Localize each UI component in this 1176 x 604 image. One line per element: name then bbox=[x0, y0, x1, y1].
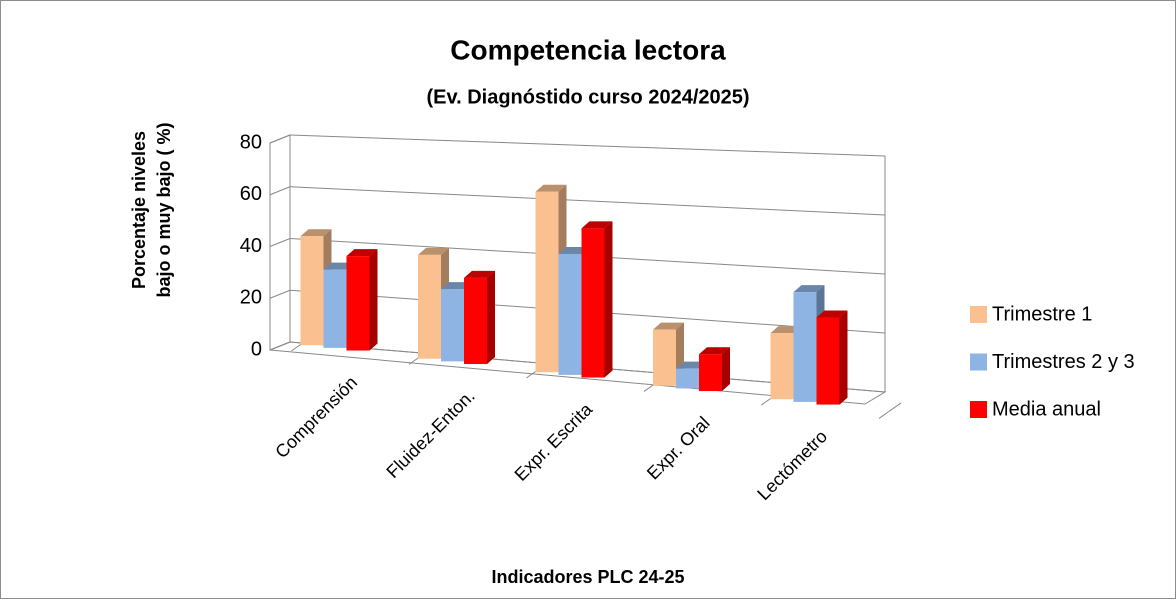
bar-top bbox=[418, 247, 449, 255]
y-axis-label: Porcentaje niveles bajo o muy bajo ( %) bbox=[129, 122, 174, 297]
bar-front bbox=[346, 256, 370, 351]
legend-swatch bbox=[970, 401, 987, 418]
legend-label: Media anual bbox=[992, 398, 1101, 420]
y-tick-label: 60 bbox=[240, 183, 262, 205]
bar-top-shade bbox=[535, 184, 567, 192]
bar bbox=[464, 270, 495, 365]
bar-side-shade bbox=[722, 347, 730, 392]
bar-side-shade bbox=[369, 249, 378, 351]
bar-top-shade bbox=[464, 270, 495, 278]
grid-line bbox=[289, 134, 886, 157]
bar-top bbox=[346, 249, 378, 257]
chart-title: Competencia lectora bbox=[450, 34, 726, 65]
legend-label: Trimestre 1 bbox=[992, 303, 1092, 325]
bar-front bbox=[323, 269, 347, 348]
bar-top-shade bbox=[346, 249, 378, 257]
y-tick-label: 40 bbox=[240, 235, 262, 257]
bar-top bbox=[653, 322, 684, 330]
y-tick-label: 0 bbox=[251, 338, 262, 360]
bar-front bbox=[770, 333, 794, 400]
bar-front bbox=[699, 354, 722, 392]
bar-side bbox=[369, 249, 378, 351]
bar-side bbox=[487, 270, 495, 365]
bar-side bbox=[722, 347, 730, 392]
bar-side-shade bbox=[604, 221, 613, 378]
legend-swatch bbox=[970, 306, 987, 323]
bar-top-shade bbox=[300, 229, 332, 237]
grid-line-side bbox=[269, 238, 291, 247]
bar-top bbox=[464, 270, 495, 278]
bar bbox=[581, 221, 613, 378]
bar-side-shade bbox=[487, 270, 495, 365]
bar-front bbox=[558, 253, 582, 375]
bar-top bbox=[793, 285, 825, 293]
bar-side-shade bbox=[839, 310, 848, 405]
y-axis-label-line: Porcentaje niveles bbox=[129, 131, 149, 289]
bar-top-shade bbox=[816, 310, 848, 318]
bar-front bbox=[441, 289, 464, 362]
bar-top-shade bbox=[793, 285, 825, 293]
floor-divider bbox=[878, 402, 902, 419]
bar-front bbox=[653, 329, 676, 386]
grid-line-side bbox=[269, 186, 291, 196]
legend-swatch bbox=[970, 353, 987, 371]
grid-line-side bbox=[269, 289, 291, 299]
bar-top-shade bbox=[699, 347, 730, 355]
bar bbox=[699, 347, 730, 392]
bar-front bbox=[300, 236, 324, 346]
bar-front bbox=[676, 368, 699, 389]
bar-top bbox=[535, 184, 567, 192]
grid-line-side bbox=[269, 134, 291, 144]
bar-top bbox=[581, 221, 613, 229]
x-axis-label: Indicadores PLC 24-25 bbox=[491, 567, 684, 587]
bar-front bbox=[816, 317, 840, 405]
grid-line-side bbox=[269, 341, 291, 351]
bar-front bbox=[535, 191, 559, 373]
chart-subtitle: (Ev. Diagnóstido curso 2024/2025) bbox=[426, 86, 749, 108]
legend-label: Trimestres 2 y 3 bbox=[992, 351, 1135, 373]
bar-top bbox=[816, 310, 848, 318]
bar-top bbox=[300, 229, 332, 237]
bar-front bbox=[581, 228, 605, 378]
bar-front bbox=[418, 254, 441, 359]
bar-side bbox=[604, 221, 613, 378]
y-tick-label: 80 bbox=[240, 131, 262, 153]
bar bbox=[346, 249, 378, 351]
bar-front bbox=[464, 277, 487, 365]
bar-top-shade bbox=[418, 247, 449, 255]
bar bbox=[816, 310, 848, 405]
bar-top-shade bbox=[653, 322, 684, 330]
bar-top bbox=[699, 347, 730, 355]
y-tick-label: 20 bbox=[240, 287, 262, 309]
grid-line bbox=[289, 186, 886, 216]
bar-top-shade bbox=[581, 221, 613, 229]
bar-front bbox=[793, 292, 817, 402]
bar-side bbox=[839, 310, 848, 405]
y-axis-label-line: bajo o muy bajo ( %) bbox=[154, 122, 174, 297]
